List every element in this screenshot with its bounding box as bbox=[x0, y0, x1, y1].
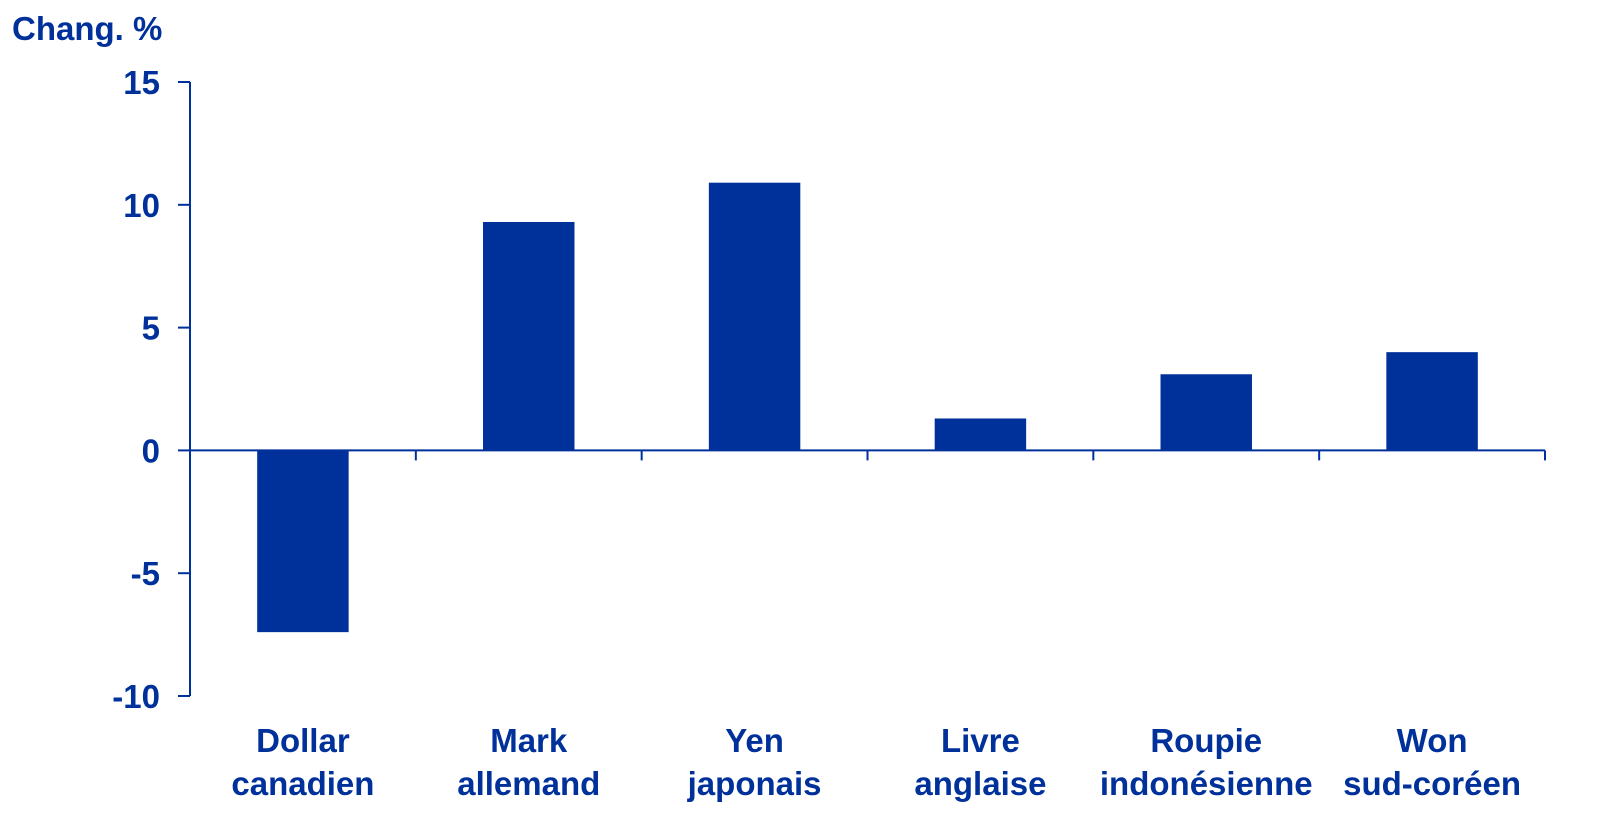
category-label: indonésienne bbox=[1100, 765, 1313, 802]
category-label: Livre bbox=[941, 722, 1020, 759]
category-label: Won bbox=[1397, 722, 1468, 759]
category-label: Roupie bbox=[1150, 722, 1262, 759]
y-tick-label: 10 bbox=[123, 187, 160, 224]
x-labels-group: Dollar canadien Mark allemand Yen japonais Liv… bbox=[231, 722, 1521, 802]
bar-4 bbox=[1160, 374, 1252, 451]
category-label: Dollar bbox=[256, 722, 350, 759]
category-label: allemand bbox=[457, 765, 600, 802]
bar-3 bbox=[934, 418, 1027, 451]
y-tick-label: -5 bbox=[131, 555, 160, 592]
category-label: japonais bbox=[687, 765, 822, 802]
y-axis-title: Chang. % bbox=[12, 10, 162, 47]
category-label: anglaise bbox=[914, 765, 1046, 802]
y-tick-label: 0 bbox=[142, 432, 160, 469]
category-label: canadien bbox=[231, 765, 374, 802]
bar-1 bbox=[483, 221, 575, 451]
bar-0 bbox=[257, 450, 349, 633]
category-label: Mark bbox=[490, 722, 568, 759]
y-tick-label: -10 bbox=[112, 678, 160, 715]
category-label: sud-coréen bbox=[1343, 765, 1521, 802]
bars-group bbox=[257, 182, 1478, 633]
y-ticks-group: 15 10 5 0 -5 -10 bbox=[112, 64, 190, 715]
bar-2 bbox=[708, 182, 801, 451]
y-tick-label: 5 bbox=[142, 310, 160, 347]
axes-group bbox=[189, 82, 1546, 696]
category-label: Yen bbox=[725, 722, 784, 759]
bar-5 bbox=[1386, 352, 1478, 451]
y-tick-label: 15 bbox=[123, 64, 160, 101]
